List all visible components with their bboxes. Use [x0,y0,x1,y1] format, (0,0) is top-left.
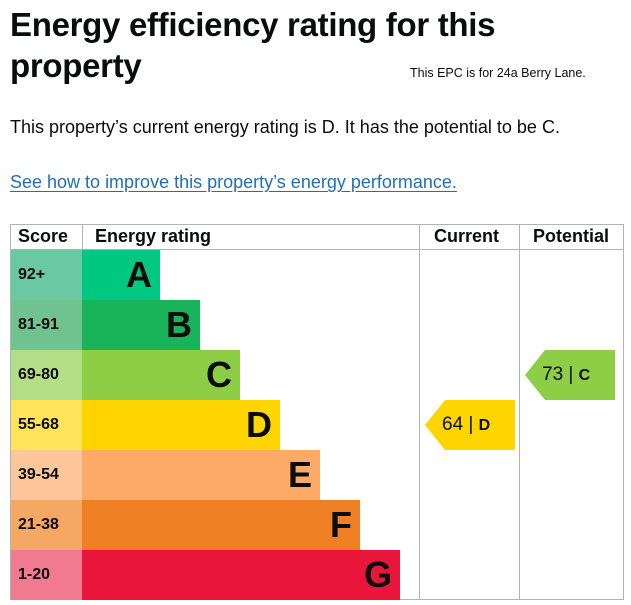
potential-rating-arrow: 73 | C [525,350,615,400]
current-header: Current [434,226,500,246]
score-cell: 1-20 [11,550,82,600]
potential-rating-letter: C [578,367,591,384]
rating-band-e: E [82,450,320,500]
score-cell: 39-54 [11,450,82,500]
score-cell: 69-80 [11,350,82,400]
potential-rating-value: 73 [542,364,564,385]
header-divider [10,249,624,250]
epc-rating-chart: Score Energy rating Current Potential 92… [10,224,625,600]
current-rating-value: 64 [442,414,464,435]
divider [419,224,420,600]
potential-rating-separator: | [568,364,574,385]
score-header: Score [18,226,69,246]
rating-band-g: G [82,550,400,600]
improve-performance-link[interactable]: See how to improve this property’s energ… [10,172,457,192]
score-cell: 21-38 [11,500,82,550]
potential-header: Potential [533,226,610,246]
score-cell: 92+ [11,250,82,300]
rating-band-f: F [82,500,360,550]
energy-rating-header: Energy rating [95,226,212,246]
rating-summary: This property’s current energy rating is… [10,117,560,137]
divider [519,224,520,600]
rating-band-d: D [82,400,280,450]
current-rating-arrow: 64 | D [425,400,515,450]
current-rating-separator: | [468,414,474,435]
rating-band-a: A [82,250,160,300]
rating-band-b: B [82,300,200,350]
rating-band-c: C [82,350,240,400]
page-title: Energy efficiency rating for this proper… [10,6,496,84]
score-cell: 81-91 [11,300,82,350]
current-rating-letter: D [478,417,491,434]
address-note: This EPC is for 24a Berry Lane. [410,66,586,80]
score-cell: 55-68 [11,400,82,450]
